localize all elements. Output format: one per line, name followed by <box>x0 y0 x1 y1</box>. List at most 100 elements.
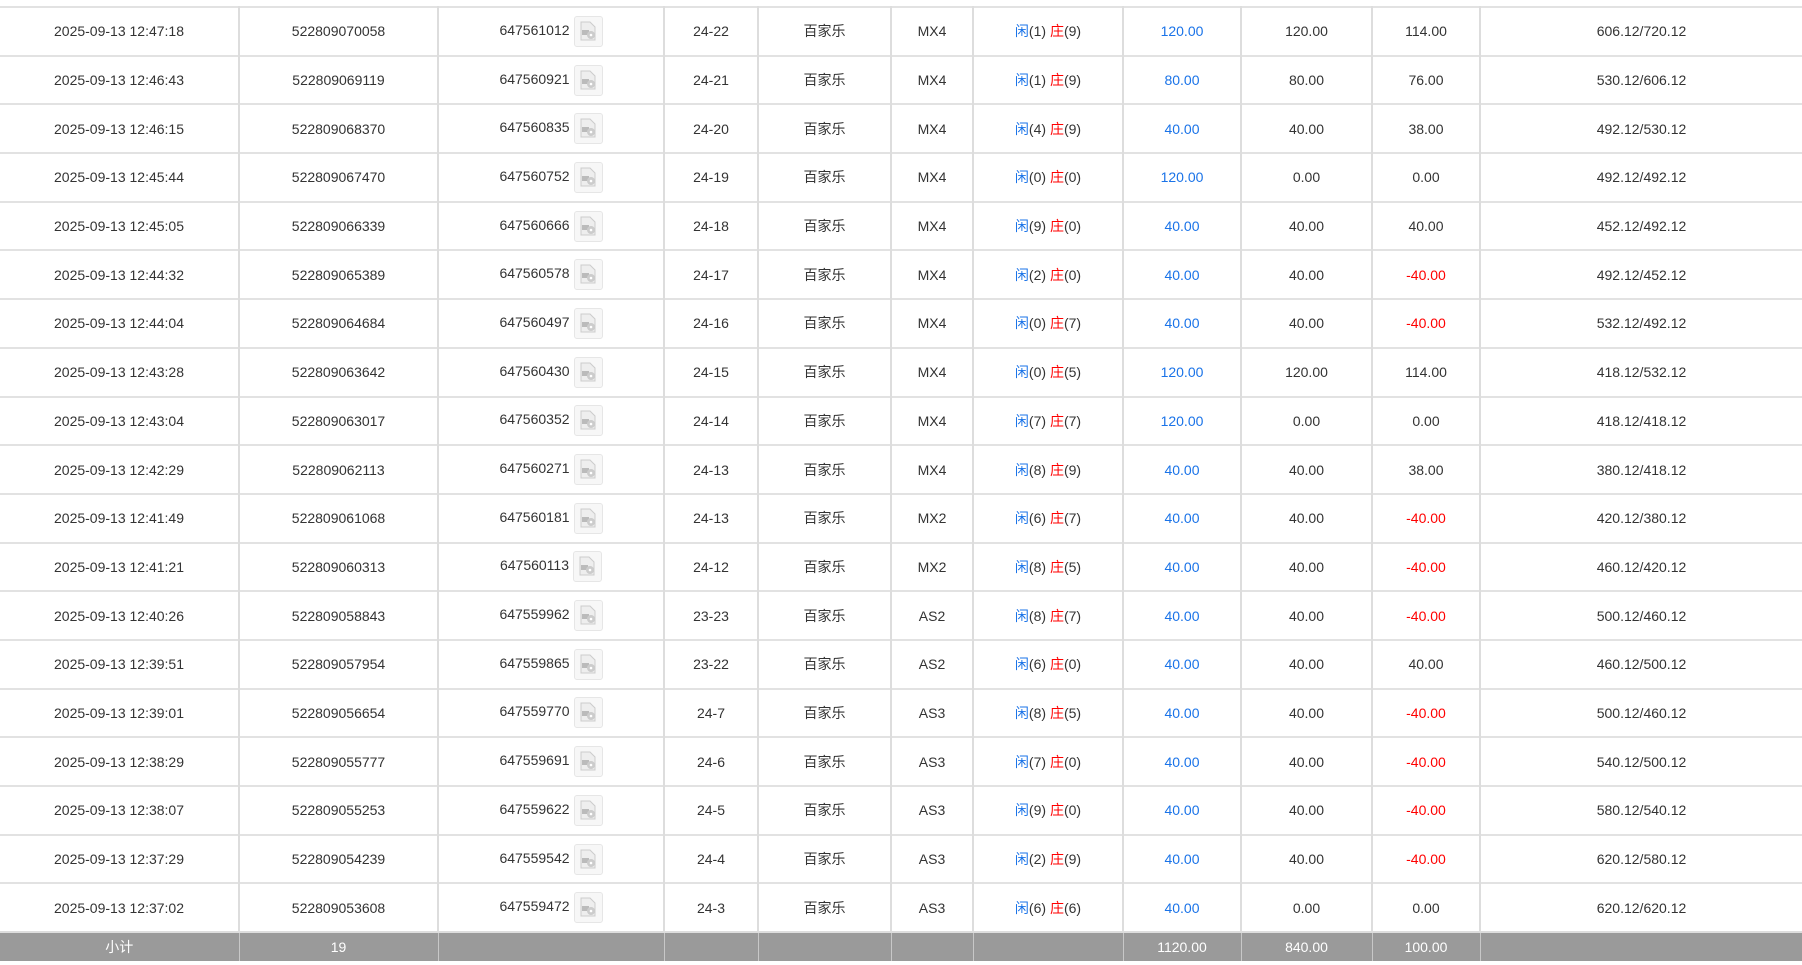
player-label: 闲 <box>1014 461 1029 478</box>
banker-points: (0) <box>1063 753 1082 770</box>
video-replay-icon[interactable] <box>573 454 603 486</box>
shoe-number: 24-22 <box>664 6 759 56</box>
bet-id: 522809068370 <box>239 103 439 154</box>
player-label: 闲 <box>1014 218 1029 235</box>
round-cell: 647560271 <box>438 444 665 494</box>
bet-time: 2025-09-13 12:38:07 <box>0 785 240 835</box>
bet-time: 2025-09-13 12:44:32 <box>0 249 240 300</box>
result: 闲(4) 庄(9) <box>973 103 1124 154</box>
shoe-number: 24-19 <box>664 152 759 202</box>
game-name: 百家乐 <box>758 833 892 884</box>
valid-bet: 40.00 <box>1241 444 1373 494</box>
player-points: (4) <box>1028 120 1047 137</box>
video-replay-icon[interactable] <box>573 794 603 826</box>
bet-time: 2025-09-13 12:46:43 <box>0 54 240 105</box>
video-replay-icon[interactable] <box>573 356 603 388</box>
subtotal-label: 小计 <box>0 931 240 962</box>
video-replay-icon[interactable] <box>573 259 603 291</box>
video-replay-icon[interactable] <box>573 15 603 47</box>
video-replay-icon[interactable] <box>573 307 603 339</box>
bet-amount: 40.00 <box>1123 492 1242 543</box>
round-cell: 647560497 <box>438 298 665 348</box>
bet-time: 2025-09-13 12:47:18 <box>0 6 240 56</box>
video-replay-icon[interactable] <box>573 600 603 632</box>
bet-id: 522809063017 <box>239 395 439 446</box>
bet-id: 522809064684 <box>239 298 439 348</box>
video-replay-icon[interactable] <box>573 64 603 96</box>
bet-amount: 40.00 <box>1123 541 1242 592</box>
game-name: 百家乐 <box>758 590 892 640</box>
game-name: 百家乐 <box>758 395 892 446</box>
banker-points: (0) <box>1063 802 1082 819</box>
shoe-number: 24-3 <box>664 882 759 933</box>
bet-amount: 40.00 <box>1123 882 1242 933</box>
bet-id: 522809058843 <box>239 590 439 640</box>
round-cell: 647559770 <box>438 687 665 738</box>
result: 闲(7) 庄(0) <box>973 736 1124 786</box>
video-replay-icon[interactable] <box>573 843 603 875</box>
win-loss: 114.00 <box>1372 6 1481 56</box>
game-name: 百家乐 <box>758 298 892 348</box>
table-code: AS3 <box>891 736 974 786</box>
video-replay-icon[interactable] <box>573 746 603 778</box>
video-replay-icon[interactable] <box>573 405 603 437</box>
player-points: (6) <box>1028 656 1047 673</box>
banker-points: (5) <box>1063 364 1082 381</box>
player-points: (2) <box>1028 266 1047 283</box>
banker-label: 庄 <box>1049 851 1064 868</box>
video-replay-icon[interactable] <box>573 210 603 242</box>
video-replay-icon[interactable] <box>573 648 603 680</box>
balance-change: 418.12/418.12 <box>1480 395 1802 446</box>
video-replay-icon[interactable] <box>573 551 603 583</box>
bet-amount: 40.00 <box>1123 103 1242 154</box>
banker-label: 庄 <box>1049 461 1064 478</box>
player-label: 闲 <box>1014 704 1029 721</box>
banker-points: (5) <box>1063 558 1082 575</box>
result: 闲(6) 庄(6) <box>973 882 1124 933</box>
shoe-number: 24-4 <box>664 833 759 884</box>
bet-id: 522809060313 <box>239 541 439 592</box>
round-cell: 647560181 <box>438 492 665 543</box>
round-cell: 647560113 <box>438 541 665 592</box>
bet-time: 2025-09-13 12:37:02 <box>0 882 240 933</box>
round-id: 647560921 <box>499 70 570 87</box>
bet-amount: 40.00 <box>1123 687 1242 738</box>
bet-time: 2025-09-13 12:45:44 <box>0 152 240 202</box>
bet-id: 522809057954 <box>239 638 439 689</box>
valid-bet: 40.00 <box>1241 200 1373 251</box>
bet-time: 2025-09-13 12:39:01 <box>0 687 240 738</box>
table-code: MX4 <box>891 103 974 154</box>
player-points: (0) <box>1028 364 1047 381</box>
player-label: 闲 <box>1014 802 1029 819</box>
balance-change: 492.12/452.12 <box>1480 249 1802 300</box>
video-replay-icon[interactable] <box>573 502 603 534</box>
table-code: AS3 <box>891 687 974 738</box>
bet-amount: 40.00 <box>1123 298 1242 348</box>
game-name: 百家乐 <box>758 736 892 786</box>
banker-label: 庄 <box>1049 266 1064 283</box>
game-name: 百家乐 <box>758 249 892 300</box>
banker-label: 庄 <box>1049 510 1064 527</box>
round-id: 647559691 <box>499 752 570 769</box>
table-code: AS3 <box>891 882 974 933</box>
video-replay-icon[interactable] <box>573 892 603 924</box>
bet-id: 522809055253 <box>239 785 439 835</box>
result: 闲(7) 庄(7) <box>973 395 1124 446</box>
win-loss: -40.00 <box>1372 785 1481 835</box>
video-replay-icon[interactable] <box>573 161 603 193</box>
win-loss: -40.00 <box>1372 249 1481 300</box>
table-code: AS2 <box>891 590 974 640</box>
video-replay-icon[interactable] <box>573 113 603 145</box>
bet-amount: 40.00 <box>1123 200 1242 251</box>
bet-amount: 120.00 <box>1123 6 1242 56</box>
valid-bet: 120.00 <box>1241 346 1373 397</box>
table-code: MX4 <box>891 395 974 446</box>
round-id: 647560752 <box>499 168 570 185</box>
bet-amount: 120.00 <box>1123 152 1242 202</box>
result: 闲(6) 庄(7) <box>973 492 1124 543</box>
shoe-number: 23-23 <box>664 590 759 640</box>
table-code: MX4 <box>891 54 974 105</box>
table-code: MX4 <box>891 200 974 251</box>
video-replay-icon[interactable] <box>573 697 603 729</box>
valid-bet: 40.00 <box>1241 103 1373 154</box>
